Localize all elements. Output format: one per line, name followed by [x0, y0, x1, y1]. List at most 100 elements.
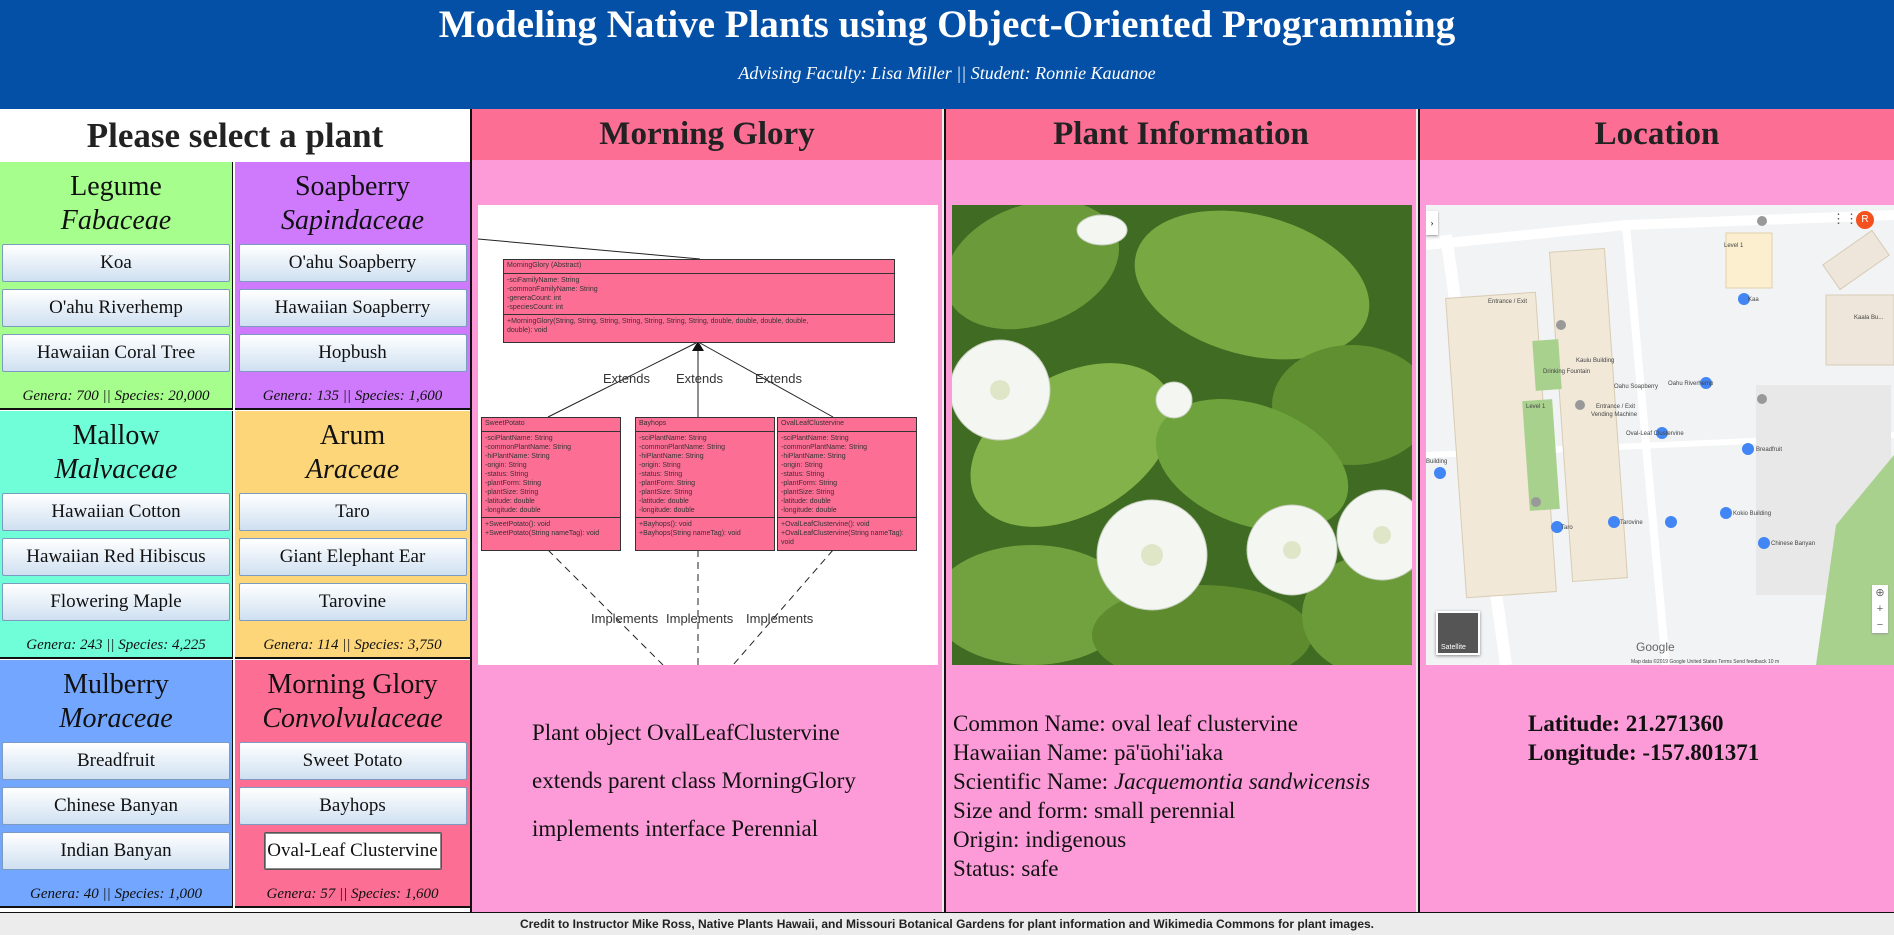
uml-parent-methods: +MorningGlory(String, String, String, St…	[504, 315, 894, 337]
plant-button-sweet-potato[interactable]: Sweet Potato	[238, 742, 467, 780]
longitude-value: -157.801371	[1642, 740, 1760, 765]
plant-button-oval-leaf-clustervine[interactable]: Oval-Leaf Clustervine	[263, 832, 442, 870]
uml-attr: -plantSize: String	[485, 489, 539, 496]
plant-button-hawaiian-cotton[interactable]: Hawaiian Cotton	[2, 493, 230, 531]
plant-button-o-ahu-soapberry[interactable]: O'ahu Soapberry	[238, 244, 467, 282]
uml-attr: -hiPlantName: String	[639, 453, 704, 460]
uml-child-name: OvalLeafClustervine	[778, 418, 916, 432]
map-label-entrance-a: Entrance / Exit	[1488, 299, 1527, 305]
uml-attr: -generaCount: int	[507, 295, 562, 302]
map-label-entrance-b: Entrance / Exit	[1596, 404, 1635, 410]
description-line-2: extends parent class MorningGlory	[532, 768, 856, 793]
plant-button-list: Sweet Potato Bayhops Oval-Leaf Clustervine	[235, 742, 470, 870]
map-canvas: Level 1 Level 1 Kaa Kaala Bu... Entrance…	[1426, 210, 1894, 665]
family-scientific-name: Malvaceae	[54, 454, 178, 485]
plant-button-tarovine[interactable]: Tarovine	[238, 583, 467, 621]
account-avatar[interactable]: R	[1856, 211, 1874, 229]
locate-icon[interactable]: ⊕	[1875, 587, 1885, 599]
uml-method: +OvalLeafClustervine(): void	[781, 521, 870, 528]
latitude-row: Latitude: 21.271360	[1528, 711, 1724, 736]
uml-attr: -hiPlantName: String	[485, 453, 550, 460]
plant-button-hawaiian-soapberry[interactable]: Hawaiian Soapberry	[238, 289, 467, 327]
implements-label-3: Implements	[746, 611, 814, 626]
google-logo: Google	[1636, 640, 1675, 654]
apps-grid-icon[interactable]: ⋮⋮	[1832, 211, 1858, 226]
uml-arrows	[478, 238, 834, 665]
status-row: Status: safe	[953, 856, 1059, 881]
map-label-chinese-banyan: Chinese Banyan	[1771, 541, 1815, 547]
plant-button-indian-banyan[interactable]: Indian Banyan	[2, 832, 230, 870]
hawaiian-name-row: Hawaiian Name: pā'ūohi'iaka	[953, 740, 1224, 765]
coordinates: Latitude: 21.271360 Longitude: -157.8013…	[1528, 709, 1759, 767]
plant-button-breadfruit[interactable]: Breadfruit	[2, 742, 230, 780]
uml-attr: -longitude: double	[485, 507, 541, 514]
map-label-kokio: Kokio Building	[1733, 511, 1771, 517]
uml-attr: -sciPlantName: String	[639, 435, 707, 442]
map-label-ovalleaf: Oval-Leaf Clustervine	[1626, 431, 1684, 437]
zoom-controls[interactable]: ⊕ + −	[1872, 585, 1888, 633]
family-mallow: Mallow Malvaceae Hawaiian Cotton Hawaiian R…	[0, 411, 233, 659]
zoom-in-button[interactable]: +	[1876, 603, 1884, 615]
common-name-value: oval leaf clustervine	[1111, 711, 1298, 736]
uml-child-class: OvalLeafClustervine -sciPlantName: String…	[777, 417, 917, 551]
plant-button-hopbush[interactable]: Hopbush	[238, 334, 467, 372]
scientific-name-row: Scientific Name: Jacquemontia sandwicens…	[953, 769, 1371, 794]
plant-button-taro[interactable]: Taro	[238, 493, 467, 531]
plant-button-bayhops[interactable]: Bayhops	[238, 787, 467, 825]
page-title: Modeling Native Plants using Object-Orie…	[438, 3, 1456, 46]
map-view[interactable]: Level 1 Level 1 Kaa Kaala Bu... Entrance…	[1426, 205, 1894, 665]
implements-label-2: Implements	[666, 611, 734, 626]
uml-method: +Bayhops(): void	[639, 521, 692, 528]
uml-attr: -status: String	[639, 471, 683, 478]
origin-row: Origin: indigenous	[953, 827, 1127, 852]
uml-attr: -origin: String	[781, 462, 823, 469]
family-common-name: Morning Glory	[267, 669, 438, 700]
selector-title: Please select a plant	[0, 109, 470, 162]
plant-button-chinese-banyan[interactable]: Chinese Banyan	[2, 787, 230, 825]
plant-button-list: Breadfruit Chinese Banyan Indian Banyan	[0, 742, 232, 870]
zoom-out-button[interactable]: −	[1876, 619, 1884, 631]
plant-photo	[952, 205, 1412, 665]
map-label-level1-a: Level 1	[1724, 243, 1744, 249]
plant-button-giant-elephant-ear[interactable]: Giant Elephant Ear	[238, 538, 467, 576]
family-stats: Genera: 40 || Species: 1,000	[30, 886, 202, 902]
uml-attr: -origin: String	[485, 462, 527, 469]
plant-button-list: Hawaiian Cotton Hawaiian Red Hibiscus Flow…	[0, 493, 232, 621]
family-stats: Genera: 114 || Species: 3,750	[263, 637, 442, 653]
uml-attr: -plantForm: String	[781, 480, 838, 487]
plant-button-hawaiian-red-hibiscus[interactable]: Hawaiian Red Hibiscus	[2, 538, 230, 576]
implements-label-1: Implements	[591, 611, 659, 626]
uml-parent-name: MorningGlory (Abstract)	[504, 260, 894, 274]
uml-attr: -hiPlantName: String	[781, 453, 846, 460]
family-common-name: Soapberry	[294, 171, 411, 202]
uml-column-title: Morning Glory	[472, 109, 942, 160]
uml-attr: -origin: String	[639, 462, 681, 469]
map-label-drinking: Drinking Fountain	[1543, 369, 1590, 375]
map-label-breadfruit: Breadfruit	[1756, 447, 1782, 453]
uml-attr: -status: String	[485, 471, 529, 478]
uml-attr: -sciFamilyName: String	[507, 277, 580, 284]
size-form-row: Size and form: small perennial	[953, 798, 1236, 823]
uml-attr: -sciPlantName: String	[781, 435, 849, 442]
extends-label-2: Extends	[676, 371, 723, 386]
uml-parent-attrs: -sciFamilyName: String -commonFamilyName:…	[504, 274, 894, 315]
uml-attr: -commonPlantName: String	[485, 444, 571, 451]
hawaiian-name-value: pā'ūohi'iaka	[1113, 740, 1224, 765]
plant-button-list: Koa O'ahu Riverhemp Hawaiian Coral Tree	[0, 244, 232, 372]
family-scientific-name: Sapindaceae	[280, 205, 425, 236]
location-column-title: Location	[1420, 109, 1894, 160]
uml-attr: -speciesCount: int	[507, 304, 564, 311]
size-form-value: small perennial	[1094, 798, 1236, 823]
extends-label-3: Extends	[755, 371, 802, 386]
family-soapberry: Soapberry Sapindaceae O'ahu Soapberry Hawai…	[235, 162, 470, 410]
uml-attr: -longitude: double	[781, 507, 837, 514]
family-stats: Genera: 135 || Species: 1,600	[262, 388, 443, 404]
plant-button-hawaiian-coral-tree[interactable]: Hawaiian Coral Tree	[2, 334, 230, 372]
family-scientific-name: Convolvulaceae	[262, 703, 443, 734]
plant-button-koa[interactable]: Koa	[2, 244, 230, 282]
uml-attr: -sciPlantName: String	[485, 435, 553, 442]
satellite-toggle[interactable]: Satellite	[1436, 611, 1480, 655]
plant-button-o-ahu-riverhemp[interactable]: O'ahu Riverhemp	[2, 289, 230, 327]
plant-button-flowering-maple[interactable]: Flowering Maple	[2, 583, 230, 621]
map-expand-icon[interactable]: ›	[1426, 211, 1438, 235]
